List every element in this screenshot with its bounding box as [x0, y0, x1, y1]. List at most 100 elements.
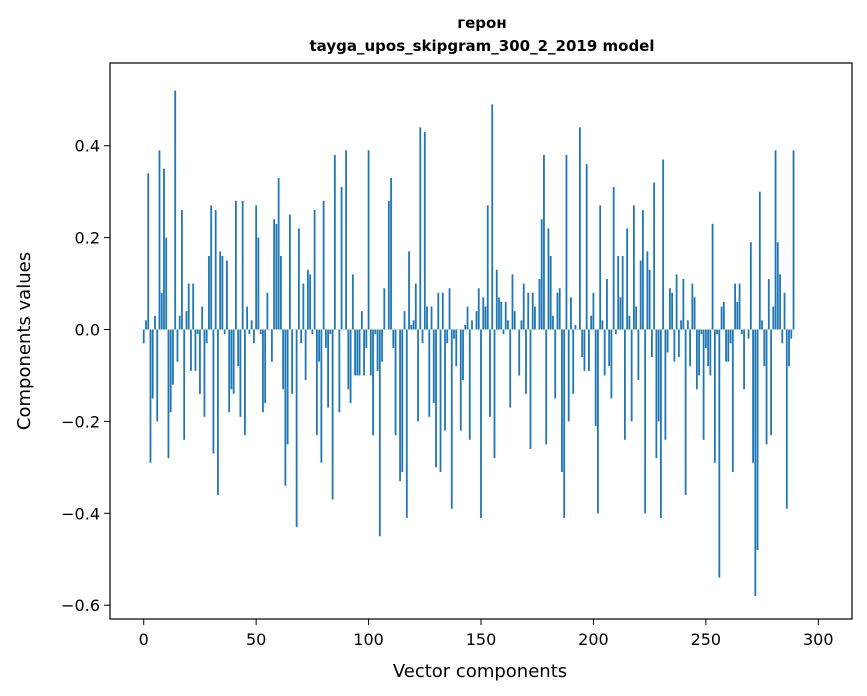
- bar: [311, 329, 314, 335]
- bar: [405, 329, 408, 518]
- bar: [302, 283, 305, 330]
- bar: [295, 329, 298, 528]
- bar: [588, 329, 590, 371]
- chart-subtitle: tayga_upos_skipgram_300_2_2019 model: [310, 37, 655, 55]
- bar: [529, 329, 532, 449]
- bar: [387, 200, 390, 330]
- bar: [725, 329, 727, 362]
- bar: [592, 292, 595, 330]
- bar: [246, 306, 249, 330]
- bar: [781, 329, 784, 344]
- bar: [761, 320, 763, 330]
- bar: [221, 255, 224, 330]
- bar: [190, 329, 192, 371]
- y-tick-label: −0.2: [61, 412, 100, 431]
- bar: [160, 292, 163, 330]
- y-tick-label: −0.4: [61, 504, 100, 523]
- bar: [284, 329, 287, 486]
- bar: [525, 329, 527, 394]
- bar: [765, 329, 768, 445]
- bar: [792, 150, 795, 330]
- bar: [477, 288, 480, 330]
- bar: [707, 329, 709, 367]
- bar: [167, 329, 170, 459]
- bar: [680, 320, 683, 330]
- bar: [729, 329, 732, 344]
- bar: [565, 154, 568, 330]
- bar: [349, 329, 352, 404]
- bar: [219, 251, 222, 330]
- bar: [439, 329, 442, 472]
- bar: [594, 329, 597, 427]
- bar: [205, 329, 208, 344]
- bar: [273, 219, 276, 330]
- bar: [169, 329, 172, 413]
- bar: [468, 329, 471, 440]
- bar: [399, 329, 401, 482]
- bar: [657, 329, 660, 422]
- x-axis: 0 50 100 150 200 250 300: [139, 619, 834, 649]
- bar: [772, 306, 775, 330]
- bar: [650, 329, 653, 358]
- bar: [752, 329, 754, 463]
- bar: [767, 278, 770, 330]
- x-tick-label: 150: [466, 630, 497, 649]
- bar: [185, 311, 188, 330]
- bar: [235, 200, 237, 330]
- bar: [675, 274, 678, 330]
- bar: [417, 329, 419, 422]
- bar: [552, 315, 554, 330]
- chart-title: герон: [457, 14, 506, 32]
- bar: [392, 329, 395, 348]
- bar: [711, 223, 714, 330]
- bar: [430, 306, 433, 330]
- bar: [702, 329, 705, 440]
- bar: [509, 329, 512, 408]
- bar: [228, 329, 231, 413]
- bar: [756, 329, 759, 551]
- bar: [689, 329, 692, 367]
- bar: [253, 329, 255, 344]
- bar: [731, 329, 734, 472]
- bar: [466, 306, 469, 330]
- bar: [309, 274, 312, 330]
- bar: [790, 329, 793, 339]
- bar: [534, 306, 536, 330]
- bar: [426, 306, 428, 330]
- bar: [691, 283, 694, 330]
- bar: [743, 329, 745, 390]
- bar: [554, 329, 557, 399]
- y-tick-label: −0.6: [61, 596, 100, 615]
- y-tick-label: 0.2: [75, 229, 100, 248]
- bar: [754, 329, 757, 597]
- bar: [511, 274, 514, 330]
- bar: [720, 306, 723, 330]
- bar: [154, 315, 156, 330]
- bar: [722, 301, 725, 330]
- bar: [345, 150, 347, 330]
- bar: [597, 329, 599, 514]
- bar: [176, 329, 179, 362]
- y-tick-label: 0.0: [75, 321, 100, 340]
- bars-group: [142, 90, 795, 597]
- bar: [313, 210, 316, 330]
- bar: [655, 329, 658, 459]
- bar: [441, 292, 444, 330]
- bar: [248, 329, 251, 335]
- bar: [450, 329, 453, 509]
- y-axis: −0.6 −0.4 −0.2 0.0 0.2 0.4: [61, 137, 110, 615]
- bar: [520, 320, 523, 330]
- bar: [504, 301, 507, 330]
- bar: [446, 329, 449, 344]
- bar: [394, 329, 397, 436]
- bar: [646, 251, 649, 330]
- bar: [365, 329, 368, 348]
- bar: [788, 329, 790, 367]
- bar: [304, 329, 307, 381]
- bar: [378, 329, 381, 537]
- bar: [601, 320, 604, 330]
- bar: [194, 329, 197, 371]
- bar: [704, 329, 707, 348]
- bar: [695, 329, 698, 390]
- bar: [538, 278, 541, 330]
